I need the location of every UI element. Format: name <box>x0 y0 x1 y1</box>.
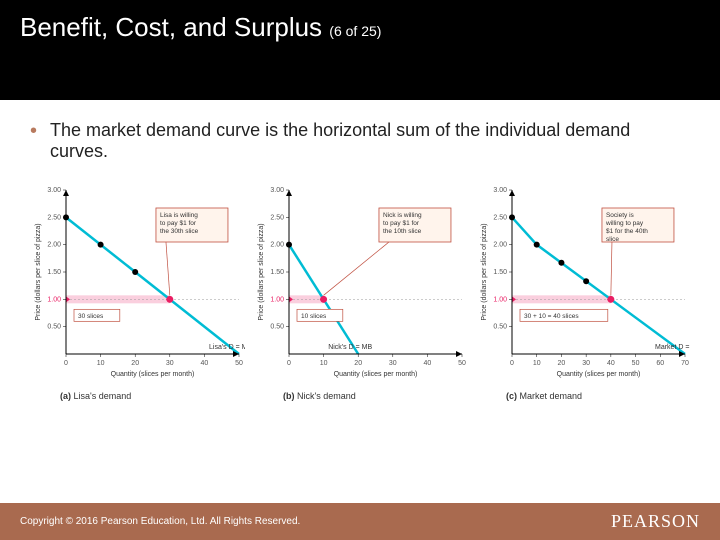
svg-text:3.00: 3.00 <box>47 187 61 194</box>
charts-row: 0.50 1.00 1.50 2.00 2.50 3.00 0 10 20 30 40 50 Price… <box>30 182 690 401</box>
chart-c-svg: 0.50 1.00 1.50 2.00 2.50 3.00 0 10 20 30 40 50 60 70 P… <box>476 182 691 382</box>
content-area: The market demand curve is the horizonta… <box>0 100 720 421</box>
svg-text:2.00: 2.00 <box>47 242 61 249</box>
svg-text:1.00: 1.00 <box>47 296 61 303</box>
svg-text:0: 0 <box>287 360 291 367</box>
svg-text:the 30th slice: the 30th slice <box>160 228 199 235</box>
svg-text:2.00: 2.00 <box>270 242 284 249</box>
svg-text:1.50: 1.50 <box>47 269 61 276</box>
svg-text:10: 10 <box>320 360 328 367</box>
svg-text:50: 50 <box>458 360 466 367</box>
svg-text:Lisa is willing: Lisa is willing <box>160 212 198 219</box>
title-sub: (6 of 25) <box>329 23 381 39</box>
svg-text:2.50: 2.50 <box>47 214 61 221</box>
bullet-text: The market demand curve is the horizonta… <box>30 120 690 162</box>
svg-text:Quantity (slices per month): Quantity (slices per month) <box>111 371 195 378</box>
svg-text:Price (dollars per slice of pi: Price (dollars per slice of pizza) <box>258 223 265 320</box>
svg-text:30 slices: 30 slices <box>78 313 104 320</box>
svg-text:2.00: 2.00 <box>493 242 507 249</box>
svg-text:20: 20 <box>354 360 362 367</box>
page-title: Benefit, Cost, and Surplus (6 of 25) <box>20 12 700 43</box>
svg-text:Nick is willing: Nick is willing <box>383 212 422 219</box>
svg-text:0: 0 <box>64 360 68 367</box>
svg-text:slice: slice <box>606 236 619 243</box>
svg-text:to pay $1 for: to pay $1 for <box>160 220 197 227</box>
svg-text:30: 30 <box>389 360 397 367</box>
svg-text:1.00: 1.00 <box>493 296 507 303</box>
svg-text:the 10th slice: the 10th slice <box>383 228 422 235</box>
svg-text:Quantity (slices per month): Quantity (slices per month) <box>334 371 418 378</box>
chart-a-svg: 0.50 1.00 1.50 2.00 2.50 3.00 0 10 20 30 40 50 Price… <box>30 182 245 382</box>
svg-text:2.50: 2.50 <box>270 214 284 221</box>
chart-b-caption: (b) Nick's demand <box>253 391 468 401</box>
svg-text:3.00: 3.00 <box>493 187 507 194</box>
brand-logo: PEARSON <box>611 511 700 532</box>
title-bar: Benefit, Cost, and Surplus (6 of 25) <box>0 0 720 100</box>
svg-text:Market D = MSB: Market D = MSB <box>655 344 691 351</box>
svg-text:20: 20 <box>558 360 566 367</box>
svg-text:1.00: 1.00 <box>270 296 284 303</box>
chart-a-caption: (a) Lisa's demand <box>30 391 245 401</box>
svg-text:30: 30 <box>582 360 590 367</box>
svg-text:1.50: 1.50 <box>270 269 284 276</box>
title-main: Benefit, Cost, and Surplus <box>20 12 322 42</box>
svg-text:40: 40 <box>424 360 432 367</box>
svg-text:40: 40 <box>607 360 615 367</box>
svg-text:20: 20 <box>131 360 139 367</box>
svg-text:10 slices: 10 slices <box>301 313 327 320</box>
svg-text:60: 60 <box>656 360 664 367</box>
chart-b-svg: 0.50 1.00 1.50 2.00 2.50 3.00 0 10 20 30 40 50 Price… <box>253 182 468 382</box>
footer: Copyright © 2016 Pearson Education, Ltd.… <box>0 503 720 540</box>
svg-text:Nick's D = MB: Nick's D = MB <box>328 344 372 351</box>
svg-text:Lisa's D = MB: Lisa's D = MB <box>209 344 245 351</box>
svg-text:0: 0 <box>510 360 514 367</box>
svg-text:70: 70 <box>681 360 689 367</box>
svg-text:$1 for the 40th: $1 for the 40th <box>606 228 648 235</box>
svg-text:2.50: 2.50 <box>493 214 507 221</box>
svg-text:30: 30 <box>166 360 174 367</box>
svg-text:10: 10 <box>97 360 105 367</box>
svg-text:30 + 10 = 40 slices: 30 + 10 = 40 slices <box>524 313 579 320</box>
copyright-text: Copyright © 2016 Pearson Education, Ltd.… <box>20 516 300 527</box>
svg-text:50: 50 <box>235 360 243 367</box>
svg-text:10: 10 <box>533 360 541 367</box>
svg-text:0.50: 0.50 <box>493 324 507 331</box>
chart-c: 0.50 1.00 1.50 2.00 2.50 3.00 0 10 20 30 40 50 60 70 P… <box>476 182 691 401</box>
svg-text:40: 40 <box>201 360 209 367</box>
chart-a: 0.50 1.00 1.50 2.00 2.50 3.00 0 10 20 30 40 50 Price… <box>30 182 245 401</box>
svg-text:Quantity (slices per month): Quantity (slices per month) <box>557 371 641 378</box>
chart-c-caption: (c) Market demand <box>476 391 691 401</box>
chart-b: 0.50 1.00 1.50 2.00 2.50 3.00 0 10 20 30 40 50 Price… <box>253 182 468 401</box>
svg-text:0.50: 0.50 <box>270 324 284 331</box>
svg-text:50: 50 <box>632 360 640 367</box>
svg-text:Price (dollars per slice of pi: Price (dollars per slice of pizza) <box>35 223 42 320</box>
svg-text:willing to pay: willing to pay <box>605 220 644 227</box>
svg-text:0.50: 0.50 <box>47 324 61 331</box>
svg-text:Society is: Society is <box>606 212 635 219</box>
svg-text:Price (dollars per slice of pi: Price (dollars per slice of pizza) <box>481 223 488 320</box>
svg-text:1.50: 1.50 <box>493 269 507 276</box>
svg-text:to pay $1 for: to pay $1 for <box>383 220 420 227</box>
svg-text:3.00: 3.00 <box>270 187 284 194</box>
